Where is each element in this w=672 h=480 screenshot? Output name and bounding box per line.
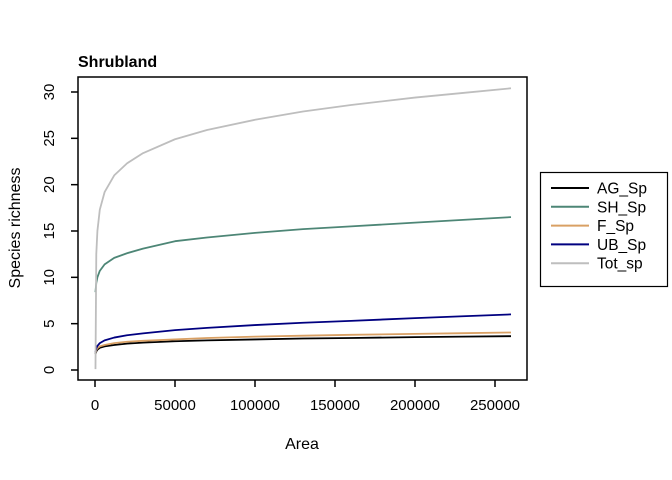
y-tick-label: 5 [41,319,58,327]
x-tick-label: 0 [91,397,99,414]
series-line-UB_Sp [94,313,512,353]
x-axis: 0 50000 100000 150000 200000 250000 [91,380,520,414]
y-tick-label: 30 [41,84,58,101]
y-tick-label: 20 [41,176,58,193]
legend-box [539,171,669,288]
legend-label-UB_Sp: UB_Sp [597,237,646,254]
legend-label-F_Sp: F_Sp [597,218,634,235]
y-tick-label: 25 [41,130,58,147]
x-tick-label: 250000 [470,397,520,414]
x-tick-label: 100000 [230,397,280,414]
x-tick-label: 50000 [154,397,196,414]
y-tick-label: 0 [41,366,58,374]
x-tick-label: 200000 [390,397,440,414]
series-lines [94,87,512,370]
x-tick-label: 150000 [310,397,360,414]
x-axis-title: Area [285,436,319,453]
y-axis-title: Species richness [7,168,24,289]
legend-label-AG_Sp: AG_Sp [597,181,647,198]
legend-label-Tot_sp: Tot_sp [597,256,643,273]
y-tick-label: 15 [41,223,58,240]
y-axis: 0 5 10 15 20 25 30 [41,84,78,374]
series-line-SH_Sp [94,216,512,293]
legend-label-SH_Sp: SH_Sp [597,199,646,216]
series-line-F_Sp [94,331,512,354]
plot-box [77,76,528,381]
y-tick-label: 10 [41,269,58,286]
series-line-AG_Sp [94,335,512,355]
chart-title: Shrubland [78,54,157,71]
series-line-Tot_sp [94,87,512,370]
